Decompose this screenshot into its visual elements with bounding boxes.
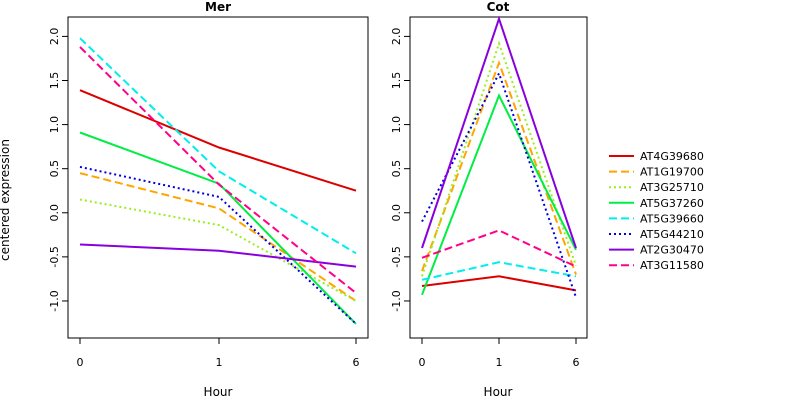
series-group	[79, 37, 357, 325]
series-line-at3g25710	[421, 40, 577, 277]
y-tick-label: -0.5	[390, 246, 403, 267]
series-group	[421, 15, 577, 298]
series-line-at3g11580	[79, 46, 357, 294]
panel-title: Mer	[205, 0, 231, 14]
y-tick-label: 2.0	[48, 28, 61, 46]
x-axis-label: Hour	[484, 385, 513, 399]
x-tick-label: 0	[77, 356, 84, 369]
legend-label: AT2G30470	[640, 244, 704, 257]
series-line-at5g44210	[79, 165, 357, 325]
legend-label: AT1G19700	[640, 166, 704, 179]
series-line-at1g19700	[421, 59, 577, 275]
x-tick-label: 0	[419, 356, 426, 369]
x-axis-label: Hour	[204, 385, 233, 399]
y-axis-label: centered expression	[0, 139, 12, 261]
series-line-at5g37260	[421, 93, 577, 296]
y-tick-label: 1.0	[48, 116, 61, 134]
legend-label: AT5G39660	[640, 212, 704, 225]
y-tick-label: 1.5	[48, 72, 61, 90]
y-tick-label: -1.0	[390, 290, 403, 311]
x-axis: 0 1 6	[77, 338, 360, 369]
x-tick-label: 6	[573, 356, 580, 369]
legend-label: AT3G11580	[640, 259, 704, 272]
y-tick-label: -1.0	[48, 290, 61, 311]
y-axis: -1.0 -0.5 0.0 0.5 1.0 1.5 2.0	[390, 28, 410, 312]
series-line-at5g39660	[421, 261, 577, 281]
panel-mer: Mer -1.0 -0.5 0.0 0.5 1.0 1.5 2.0 0 1 6 Hour	[48, 0, 369, 399]
y-axis: -1.0 -0.5 0.0 0.5 1.0 1.5 2.0	[48, 28, 68, 312]
y-tick-label: 1.5	[390, 72, 403, 90]
series-line-at2g30470	[421, 15, 577, 249]
series-line-at1g19700	[79, 172, 357, 302]
legend-label: AT5G37260	[640, 197, 704, 210]
series-line-at4g39680	[79, 89, 357, 192]
y-tick-label: 0.0	[48, 204, 61, 222]
y-tick-label: 0.0	[390, 204, 403, 222]
series-line-at5g44210	[421, 70, 577, 298]
legend-label: AT5G44210	[640, 228, 704, 241]
series-line-at3g25710	[79, 198, 357, 302]
legend: AT4G39680 AT1G19700 AT3G25710 AT5G37260 AT5G…	[609, 150, 704, 272]
y-tick-label: 2.0	[390, 28, 403, 46]
y-tick-label: 0.5	[48, 160, 61, 178]
x-tick-label: 6	[353, 356, 360, 369]
series-line-at3g11580	[421, 229, 577, 268]
panel-title: Cot	[487, 0, 510, 14]
y-tick-label: 0.5	[390, 160, 403, 178]
y-tick-label: -0.5	[48, 246, 61, 267]
series-line-at4g39680	[421, 275, 577, 292]
series-line-at2g30470	[79, 243, 357, 268]
x-tick-label: 1	[496, 356, 503, 369]
panel-cot: Cot -1.0 -0.5 0.0 0.5 1.0 1.5 2.0 0 1 6 Hour	[390, 0, 588, 399]
x-axis: 0 1 6	[419, 338, 580, 369]
x-tick-label: 1	[216, 356, 223, 369]
plot-frame	[67, 16, 369, 339]
y-tick-label: 1.0	[390, 116, 403, 134]
legend-label: AT4G39680	[640, 150, 704, 163]
legend-label: AT3G25710	[640, 181, 704, 194]
series-line-at5g39660	[79, 37, 357, 255]
